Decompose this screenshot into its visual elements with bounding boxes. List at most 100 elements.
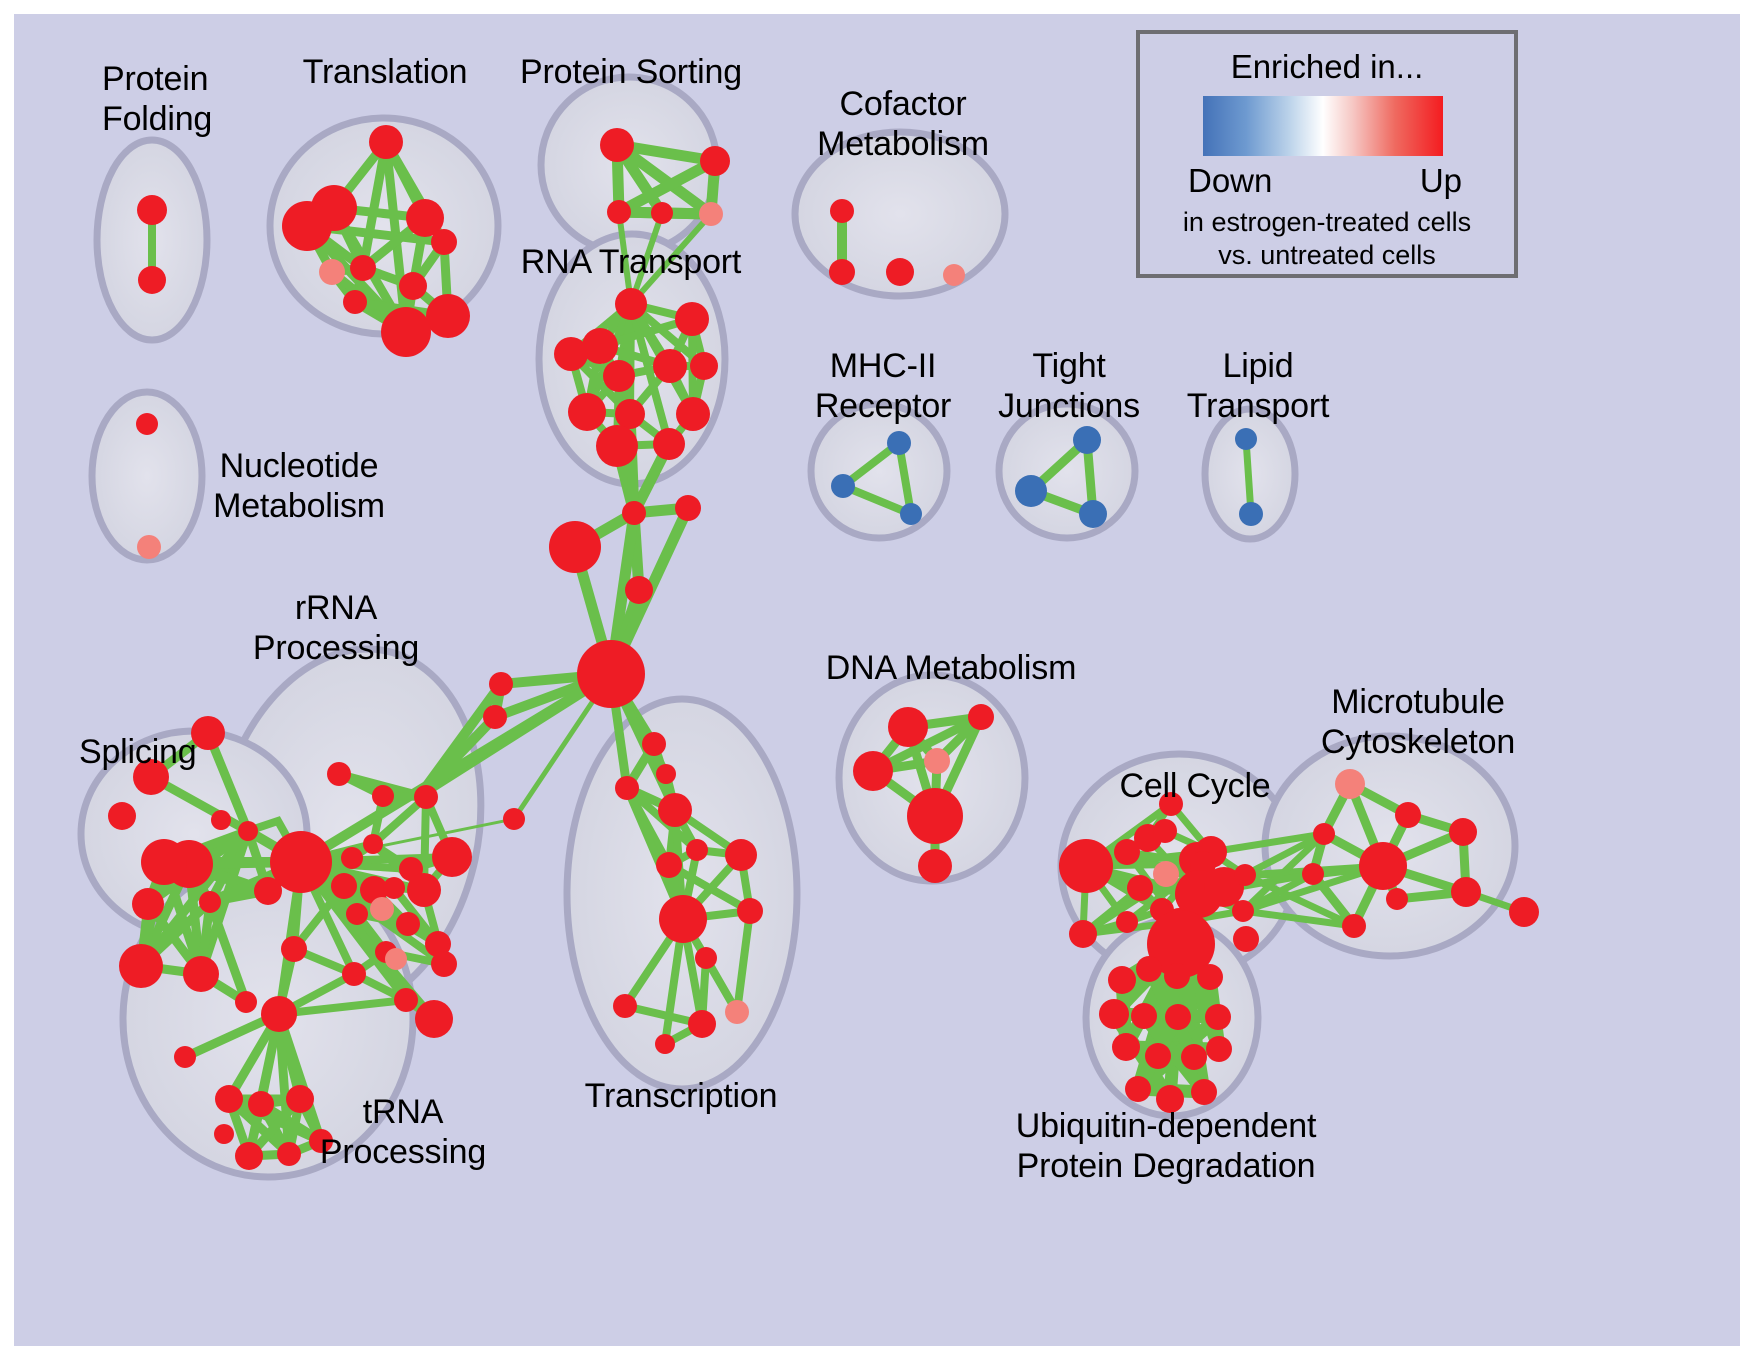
node [261, 996, 297, 1032]
node [688, 1010, 716, 1038]
node [406, 199, 444, 237]
network-canvas: .hull{fill:url(#hullg);stroke:#a9a9c4;st… [14, 14, 1740, 1346]
node [399, 272, 427, 300]
node [653, 349, 687, 383]
node [603, 360, 635, 392]
node [1073, 426, 1101, 454]
node [1131, 1003, 1157, 1029]
cluster-label-trna-processing: tRNA Processing [319, 1093, 487, 1171]
node [1451, 877, 1481, 907]
cluster-label-splicing: Splicing [79, 733, 197, 771]
node [831, 474, 855, 498]
node [1234, 864, 1256, 886]
node [642, 732, 666, 756]
legend-subtitle: in estrogen-treated cells vs. untreated … [1182, 207, 1472, 270]
node [1359, 842, 1407, 890]
node [331, 873, 357, 899]
node [658, 793, 692, 827]
node [1165, 1004, 1191, 1030]
node [582, 328, 618, 364]
node [888, 707, 928, 747]
node [1191, 1079, 1217, 1105]
node [1147, 910, 1215, 978]
node [1159, 792, 1183, 816]
node [568, 393, 606, 431]
node [615, 288, 647, 320]
node [503, 808, 525, 830]
node [369, 125, 403, 159]
node [343, 290, 367, 314]
node [1232, 900, 1254, 922]
cluster-label-cofactor-metabolism: Cofactor Metabolism [817, 85, 989, 163]
node [360, 876, 388, 904]
node [394, 988, 418, 1012]
legend-box: Enriched in... Down Up in estrogen-treat… [1136, 30, 1518, 278]
node [1108, 966, 1136, 994]
node [600, 128, 634, 162]
node [625, 576, 653, 604]
node [108, 802, 136, 830]
node [432, 837, 472, 877]
node [554, 337, 588, 371]
node [1235, 428, 1257, 450]
node [653, 428, 685, 460]
node [1125, 1076, 1151, 1102]
node [918, 849, 952, 883]
node [596, 425, 638, 467]
cluster-label-microtubule-cytoskeleton: Microtubule Cytoskeleton [1320, 683, 1516, 761]
node [549, 521, 601, 573]
node [1342, 914, 1366, 938]
node [1449, 818, 1477, 846]
hull-nucleotide-metabolism [88, 388, 206, 564]
node [370, 897, 394, 921]
node [489, 672, 513, 696]
node [675, 302, 709, 336]
node [1079, 500, 1107, 528]
node [1127, 875, 1153, 901]
node [136, 413, 158, 435]
node [431, 951, 457, 977]
cluster-label-rna-transport: RNA Transport [520, 243, 742, 281]
cluster-label-mhc-ii-receptor: MHC-II Receptor [814, 347, 952, 425]
cluster-label-lipid-transport: Lipid Transport [1186, 347, 1330, 425]
node [1114, 839, 1140, 865]
node [270, 831, 332, 893]
node [1313, 823, 1335, 845]
cluster-label-rrna-processing: rRNA Processing [252, 589, 420, 667]
node [396, 912, 420, 936]
node [350, 255, 376, 281]
node [830, 199, 854, 223]
node [1153, 861, 1179, 887]
node [309, 1129, 333, 1153]
node [138, 266, 166, 294]
node [656, 764, 676, 784]
node [431, 229, 457, 255]
node [191, 716, 225, 750]
node [254, 877, 282, 905]
node [214, 1124, 234, 1144]
node [737, 898, 763, 924]
cluster-label-protein-sorting: Protein Sorting [520, 53, 742, 91]
network-nodes [108, 125, 1539, 1170]
node [1239, 502, 1263, 526]
network-graph: .hull{fill:url(#hullg);stroke:#a9a9c4;st… [77, 73, 1539, 1181]
node [1181, 1044, 1207, 1070]
node [700, 146, 730, 176]
node [132, 888, 164, 920]
node [363, 834, 383, 854]
node [1112, 1033, 1140, 1061]
node [425, 931, 451, 957]
cluster-label-translation: Translation [302, 53, 468, 91]
cluster-label-nucleotide-metabolism: Nucleotide Metabolism [213, 447, 385, 525]
node [853, 751, 893, 791]
legend-low-label: Down [1188, 162, 1273, 199]
node [1395, 802, 1421, 828]
node [248, 1091, 274, 1117]
node [1206, 1036, 1232, 1062]
node [372, 785, 394, 807]
cluster-label-dna-metabolism: DNA Metabolism [825, 649, 1077, 687]
node [651, 202, 673, 224]
node [622, 501, 646, 525]
node [211, 810, 231, 830]
